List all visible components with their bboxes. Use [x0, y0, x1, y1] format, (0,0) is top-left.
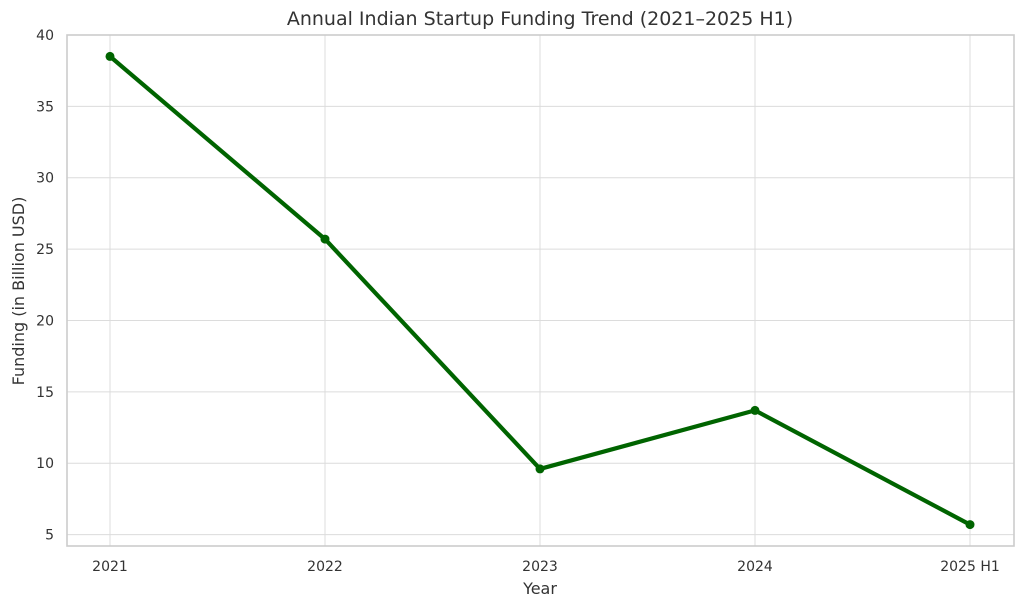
y-tick-label: 20: [36, 313, 54, 329]
series-layer: [105, 51, 975, 530]
y-tick-label: 25: [36, 242, 54, 258]
x-tick-label: 2025 H1: [940, 559, 1000, 575]
data-point: [965, 520, 975, 530]
data-point: [320, 234, 330, 244]
x-axis-label: Year: [522, 579, 557, 598]
y-tick-label: 40: [36, 28, 54, 44]
x-tick-label: 2022: [307, 559, 343, 575]
x-tick-label: 2021: [92, 559, 128, 575]
y-tick-labels: 5 10 15 20 25 30 35 40: [36, 28, 54, 544]
data-point: [750, 405, 760, 415]
y-tick-label: 10: [36, 456, 54, 472]
y-tick-label: 35: [36, 99, 54, 115]
y-tick-label: 5: [45, 528, 54, 544]
data-point: [535, 464, 545, 474]
y-axis-label: Funding (in Billion USD): [9, 197, 28, 386]
y-tick-label: 15: [36, 385, 54, 401]
x-tick-label: 2023: [522, 559, 558, 575]
x-tick-labels: 2021 2022 2023 2024 2025 H1: [92, 559, 1000, 575]
y-tick-label: 30: [36, 171, 54, 187]
x-tick-label: 2024: [737, 559, 773, 575]
chart-title: Annual Indian Startup Funding Trend (202…: [287, 8, 793, 30]
plot-frame: [66, 34, 1015, 547]
data-point: [105, 51, 115, 61]
